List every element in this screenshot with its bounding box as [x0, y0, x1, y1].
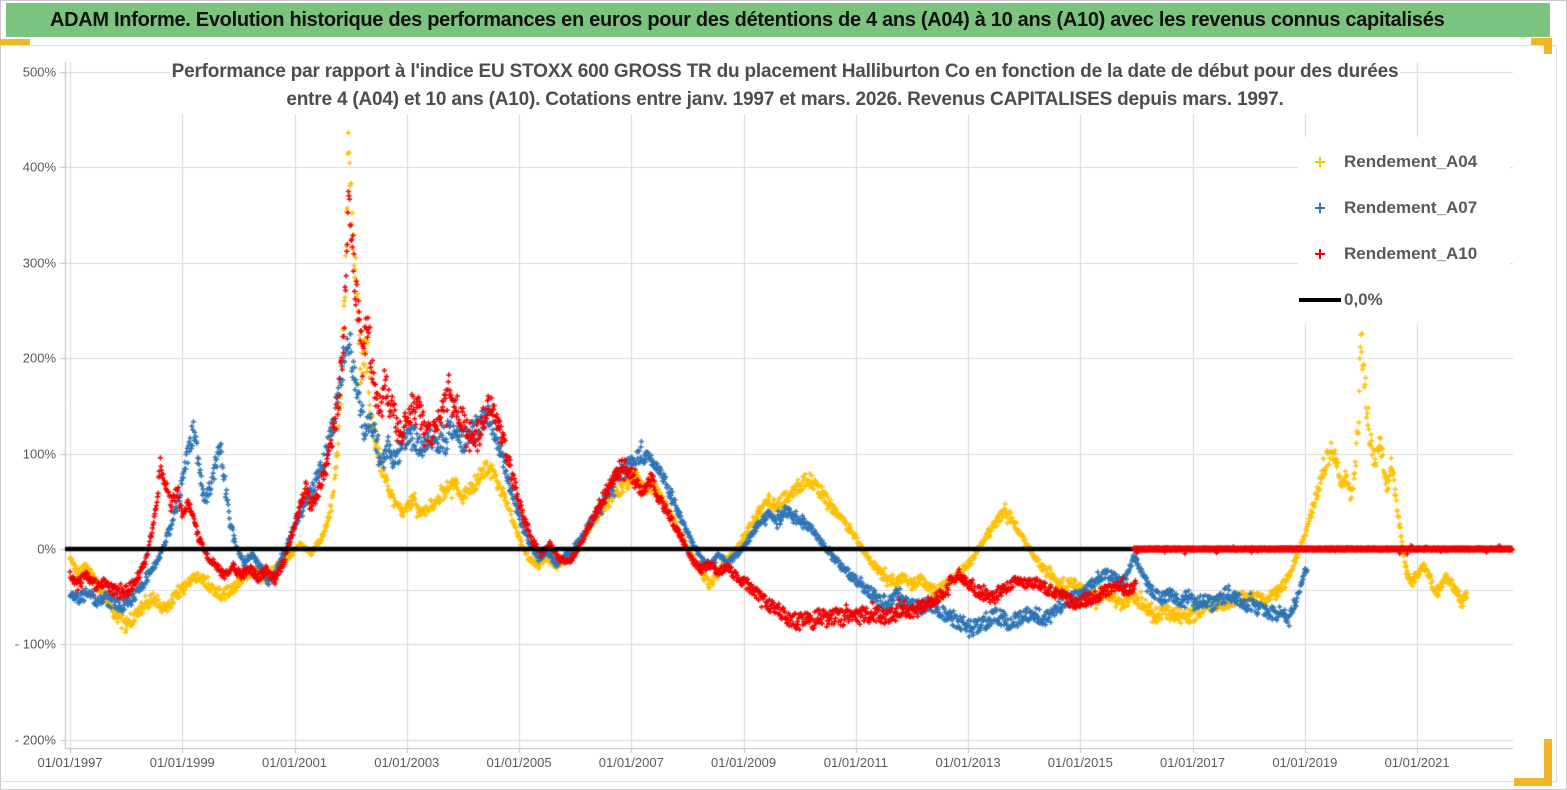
y-axis-tick-label: 400% — [22, 159, 56, 175]
x-axis-tick-label: 01/01/2011 — [823, 755, 888, 770]
y-axis-tick-label: - 200% — [14, 732, 56, 748]
x-axis-tick-label: 01/01/2017 — [1160, 755, 1226, 770]
legend-item-rendement-a10[interactable]: Rendement_A10 — [1298, 231, 1510, 277]
x-axis-tick-label: 01/01/2019 — [1272, 755, 1338, 770]
chart-title-line1: Performance par rapport à l'indice EU ST… — [171, 61, 1399, 82]
x-axis-tick-label: 01/01/2013 — [935, 755, 1001, 770]
chart-right-rule — [1556, 46, 1557, 782]
y-axis-tick-label: - 100% — [14, 636, 56, 652]
x-axis-tick-label: 01/01/1997 — [37, 755, 103, 770]
gold-accent-bottom-right-v — [1544, 739, 1552, 786]
banner-bottom-rule — [0, 45, 1557, 46]
legend-label: Rendement_A10 — [1344, 244, 1478, 263]
x-axis-tick-label: 01/01/2003 — [374, 755, 440, 770]
plus-marker-icon — [1298, 248, 1342, 260]
legend-item-rendement-a04[interactable]: Rendement_A04 — [1298, 139, 1510, 185]
y-axis-tick-label: 200% — [22, 350, 56, 366]
y-axis-tick-label: 500% — [22, 64, 56, 80]
legend-item-rendement-a07[interactable]: Rendement_A07 — [1298, 185, 1510, 231]
x-axis-tick-label: 01/01/2007 — [598, 755, 664, 770]
legend-item-0-0-[interactable]: 0,0% — [1298, 277, 1510, 323]
y-axis-tick-label: 100% — [22, 446, 56, 462]
chart-bottom-rule — [0, 781, 1557, 782]
gold-accent-bottom-right-h — [1514, 778, 1552, 786]
plus-marker-icon — [1298, 202, 1342, 214]
title-banner: ADAM Informe. Evolution historique des p… — [6, 3, 1550, 37]
chart-legend: Rendement_A04 Rendement_A07 Rendement_A10 0… — [1298, 137, 1510, 323]
x-axis-tick-label: 01/01/2009 — [711, 755, 777, 770]
page-title: ADAM Informe. Evolution historique des p… — [50, 8, 1445, 31]
x-axis-tick-label: 01/01/2021 — [1384, 755, 1450, 770]
x-axis-tick-label: 01/01/2015 — [1047, 755, 1113, 770]
legend-label: Rendement_A04 — [1344, 152, 1478, 171]
y-axis-tick-label: 0% — [37, 541, 56, 557]
gold-accent-top-right-h — [1531, 38, 1552, 45]
legend-label: Rendement_A07 — [1344, 198, 1478, 217]
y-axis-tick-label: 300% — [22, 255, 56, 271]
chart-title: Performance par rapport à l'indice EU ST… — [170, 58, 1400, 114]
gold-accent-left — [0, 39, 30, 45]
chart-title-line2: entre 4 (A04) et 10 ans (A10). Cotations… — [286, 89, 1284, 110]
legend-label: 0,0% — [1344, 290, 1383, 309]
zero-line-swatch-icon — [1298, 298, 1342, 302]
x-axis-tick-label: 01/01/2005 — [486, 755, 552, 770]
x-axis-tick-label: 01/01/1999 — [149, 755, 215, 770]
x-axis-tick-label: 01/01/2001 — [261, 755, 328, 770]
plus-marker-icon — [1298, 156, 1342, 168]
gold-accent-top-right-v — [1544, 38, 1552, 54]
